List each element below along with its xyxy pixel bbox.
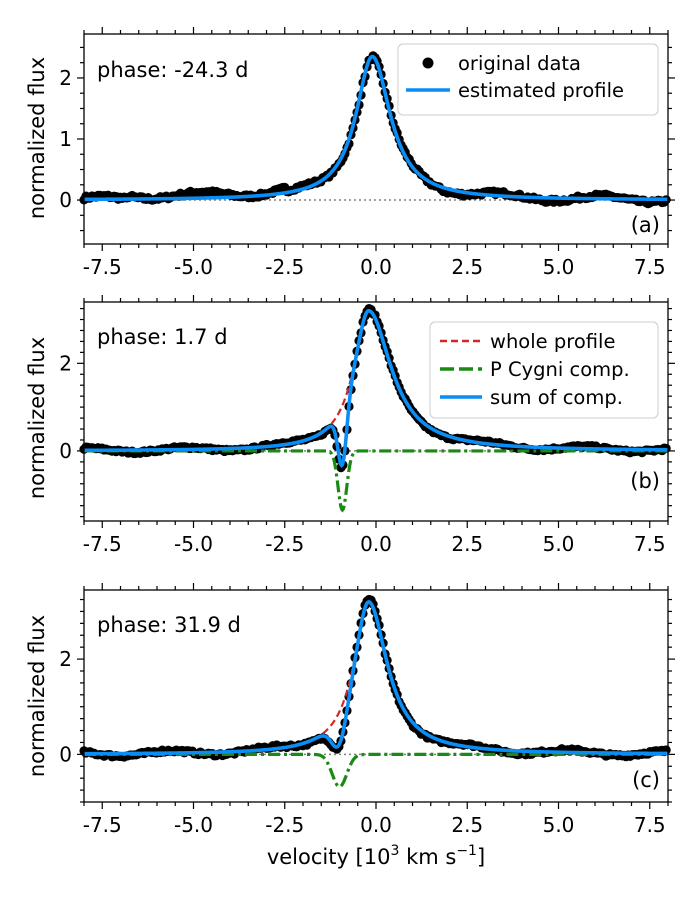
panel-a-phase-label: phase: -24.3 d bbox=[97, 58, 248, 82]
panel-a-legend-box bbox=[397, 43, 659, 116]
legend-estimated-profile-label: estimated profile bbox=[458, 79, 624, 102]
x-tick-label: 0.0 bbox=[360, 532, 392, 556]
legend-p-cygni-label: P Cygni comp. bbox=[490, 358, 630, 381]
x-tick-label: 2.5 bbox=[451, 813, 483, 837]
panel-c-y-axis-label: normalized flux bbox=[25, 615, 49, 777]
x-tick-label: -7.5 bbox=[83, 532, 122, 556]
x-tick-label: -2.5 bbox=[265, 255, 304, 279]
panel-a-legend: original data estimated profile bbox=[397, 43, 659, 116]
x-tick-label: 5.0 bbox=[543, 255, 575, 279]
legend-whole-profile-label: whole profile bbox=[490, 330, 615, 353]
x-tick-label: 7.5 bbox=[634, 813, 666, 837]
panel-a-plot-area: -7.5 -5.0 -2.5 0.0 2.5 5.0 7.5 0 1 2 bbox=[59, 27, 675, 279]
y-tick-label: 2 bbox=[59, 647, 72, 671]
y-tick-label: 2 bbox=[59, 66, 72, 90]
x-tick-label: 7.5 bbox=[634, 532, 666, 556]
legend-original-data-marker bbox=[422, 57, 434, 69]
x-tick-label: -5.0 bbox=[174, 813, 213, 837]
y-tick-label: 2 bbox=[59, 351, 72, 375]
panel-b-plot-area: -7.5 -5.0 -2.5 0.0 2.5 5.0 7.5 0 2 bbox=[59, 295, 675, 556]
panel-c: -7.5 -5.0 -2.5 0.0 2.5 5.0 7.5 0 2 phase: 31.9 d… bbox=[25, 583, 675, 837]
panel-b-phase-label: phase: 1.7 d bbox=[97, 325, 228, 349]
panel-b-y-axis-label: normalized flux bbox=[25, 337, 49, 499]
x-tick-label: 5.0 bbox=[543, 532, 575, 556]
x-tick-label: 2.5 bbox=[451, 532, 483, 556]
estimated-profile-line bbox=[84, 54, 668, 202]
panel-b-legend-box bbox=[429, 321, 659, 419]
x-axis-label: velocity [103 km s−1] bbox=[267, 843, 485, 869]
panel-b: -7.5 -5.0 -2.5 0.0 2.5 5.0 7.502 phase: 1.7 d … bbox=[25, 295, 675, 556]
x-tick-label: -5.0 bbox=[174, 255, 213, 279]
x-tick-label: 0.0 bbox=[360, 255, 392, 279]
panel-c-phase-label: phase: 31.9 d bbox=[97, 613, 241, 637]
panel-a-tag: (a) bbox=[631, 213, 660, 237]
p-cygni-component-line bbox=[84, 449, 668, 513]
x-tick-label: -5.0 bbox=[174, 532, 213, 556]
x-tick-label: 0.0 bbox=[360, 813, 392, 837]
y-tick-label: 0 bbox=[59, 439, 72, 463]
x-tick-label: -7.5 bbox=[83, 255, 122, 279]
sum-of-components-line bbox=[83, 308, 669, 468]
x-tick-label: 7.5 bbox=[634, 255, 666, 279]
legend-sum-of-comp-label: sum of comp. bbox=[490, 386, 623, 409]
legend-original-data-label: original data bbox=[458, 52, 581, 75]
panel-c-plot-area: -7.5 -5.0 -2.5 0.0 2.5 5.0 7.5 0 2 bbox=[59, 583, 675, 837]
y-tick-label: 0 bbox=[59, 188, 72, 212]
x-tick-label: -2.5 bbox=[265, 532, 304, 556]
x-tick-label: -7.5 bbox=[83, 813, 122, 837]
p-cygni-component-line bbox=[84, 752, 668, 789]
panel-c-tag: (c) bbox=[632, 768, 660, 792]
y-tick-label: 1 bbox=[59, 127, 72, 151]
x-tick-label: 5.0 bbox=[543, 813, 575, 837]
x-tick-label: -2.5 bbox=[265, 813, 304, 837]
panel-a-y-axis-label: normalized flux bbox=[25, 57, 49, 219]
sum-of-components-line bbox=[83, 600, 668, 756]
panel-b-legend: whole profile P Cygni comp. sum of comp. bbox=[429, 321, 659, 419]
y-tick-label: 0 bbox=[59, 742, 72, 766]
x-tick-label: 2.5 bbox=[451, 255, 483, 279]
panel-b-tag: (b) bbox=[630, 469, 660, 493]
panel-a: -7.5 -5.0 -2.5 0.0 2.5 5.0 7.5 0 1 2 phase: -24.3… bbox=[25, 27, 675, 279]
